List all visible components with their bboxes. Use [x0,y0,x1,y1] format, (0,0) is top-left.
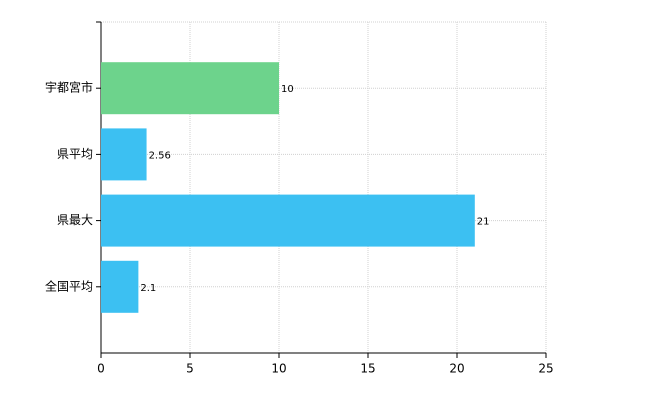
value-label: 21 [477,217,490,228]
bar [101,194,475,247]
y-tick-label: 全国平均 [45,278,93,293]
bar [101,128,147,181]
y-tick-label: 県最大 [57,213,93,227]
x-tick-label: 20 [449,362,464,376]
value-label: 10 [281,84,294,95]
y-tick-label: 宇都宮市 [45,80,93,95]
y-tick-label: 県平均 [57,147,93,161]
value-label: 2.1 [140,283,156,294]
x-tick-label: 5 [186,362,194,376]
x-tick-label: 0 [97,362,105,376]
bar [101,62,279,115]
bar [101,260,139,313]
value-label: 2.56 [149,150,171,161]
x-tick-label: 10 [271,362,286,376]
x-tick-label: 15 [360,362,375,376]
x-tick-label: 25 [538,362,553,376]
